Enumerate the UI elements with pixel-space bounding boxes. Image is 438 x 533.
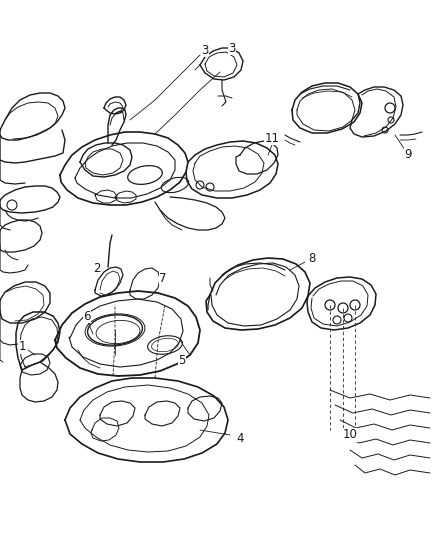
- Text: 7: 7: [159, 271, 166, 285]
- Text: 1: 1: [18, 341, 26, 353]
- Text: 3: 3: [201, 44, 208, 56]
- Text: 8: 8: [307, 252, 315, 264]
- Text: 9: 9: [403, 149, 411, 161]
- Text: 6: 6: [83, 310, 91, 322]
- Text: 5: 5: [178, 353, 185, 367]
- Text: 2: 2: [93, 262, 100, 274]
- Text: 4: 4: [236, 432, 243, 445]
- Text: 11: 11: [264, 132, 279, 144]
- Text: 11: 11: [264, 132, 279, 144]
- Text: 10: 10: [342, 429, 357, 441]
- Text: 3: 3: [228, 42, 235, 54]
